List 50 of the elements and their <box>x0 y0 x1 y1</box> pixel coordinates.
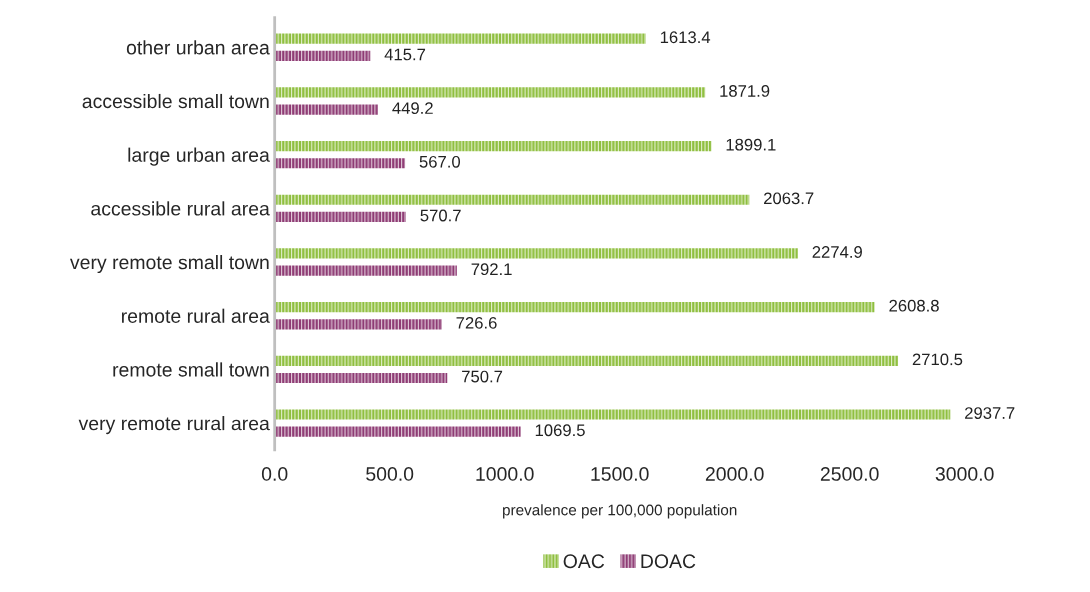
data-label: 726.6 <box>456 316 497 329</box>
bar <box>274 372 448 384</box>
data-label: 415.7 <box>384 48 426 61</box>
data-label: 1871.9 <box>720 85 770 97</box>
data-label: 2608.8 <box>889 299 939 312</box>
x-axis-title: prevalence per 100,000 population <box>503 504 737 519</box>
x-tick-label: 1500.0 <box>591 467 649 481</box>
bar <box>274 50 371 61</box>
y-tick-label: remote small town <box>113 362 269 377</box>
y-tick-label: other urban area <box>126 40 270 55</box>
x-tick-label: 2000.0 <box>705 467 764 481</box>
data-label: 567.0 <box>419 155 461 168</box>
y-tick-label: very remote small town <box>69 254 269 274</box>
bar <box>274 248 798 259</box>
data-label: 2063.7 <box>764 192 814 205</box>
x-tick-label: 0.0 <box>261 467 288 481</box>
bar <box>274 211 406 223</box>
y-tick-label: large urban area <box>128 147 270 166</box>
x-tick-label: 3000.0 <box>935 467 994 481</box>
data-label: 1899.1 <box>726 138 776 151</box>
legend-label: DOAC <box>641 554 696 569</box>
y-tick-label: very remote rural area <box>78 416 270 435</box>
data-label: 570.7 <box>420 209 461 222</box>
data-label: 750.7 <box>462 370 503 383</box>
legend-label: OAC <box>563 554 605 569</box>
data-label: 792.1 <box>471 263 512 276</box>
bar <box>274 355 899 366</box>
bar <box>274 265 457 276</box>
data-label: 1069.5 <box>535 424 585 437</box>
data-label: 449.2 <box>392 102 433 115</box>
bar <box>274 87 706 98</box>
bar <box>274 409 951 420</box>
bar <box>274 426 521 437</box>
data-label: 2274.9 <box>812 246 862 258</box>
bar <box>274 104 378 115</box>
x-tick-label: 1000.0 <box>476 467 534 481</box>
x-tick-label: 2500.0 <box>820 467 879 481</box>
data-label: 1613.4 <box>660 31 711 44</box>
y-tick-label: remote rural area <box>121 308 270 323</box>
bar <box>274 194 750 205</box>
y-tick-label: accessible rural area <box>91 201 270 216</box>
data-label: 2937.7 <box>965 407 1015 419</box>
bar <box>274 33 646 44</box>
x-tick-label: 500.0 <box>366 467 414 481</box>
bar <box>274 140 712 152</box>
y-tick-label: accessible small town <box>82 93 269 109</box>
bar <box>274 302 875 313</box>
bar <box>274 319 442 330</box>
bar <box>274 158 406 169</box>
data-label: 2710.5 <box>912 353 963 366</box>
